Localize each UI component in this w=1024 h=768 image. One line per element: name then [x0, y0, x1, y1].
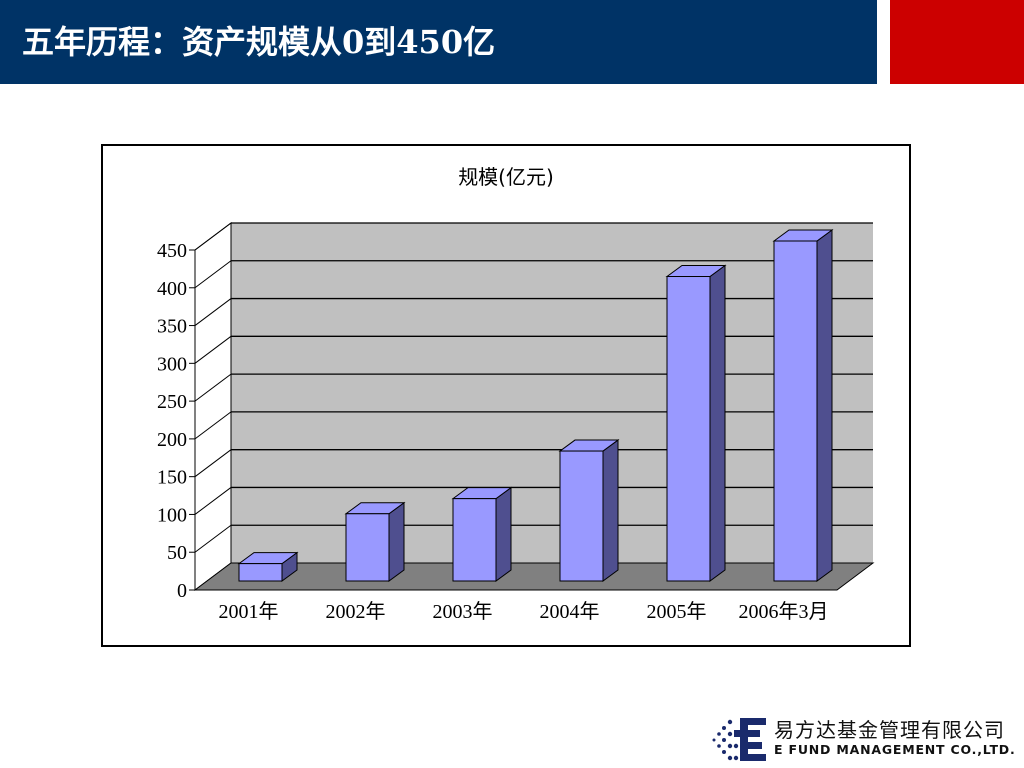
page-title-prefix: 五年历程： [22, 23, 183, 61]
y-tick-label: 0 [177, 580, 187, 602]
y-tick-label: 350 [157, 316, 187, 338]
bar-side [388, 501, 405, 582]
x-tick-label: 2002年 [326, 600, 386, 623]
bar-side [602, 439, 619, 582]
y-tick-label: 250 [157, 391, 187, 413]
chart-title: 规模(亿元) [458, 165, 554, 189]
logo-company-name-cn: 易方达基金管理有限公司 [774, 718, 1005, 742]
x-tick-label: 2003年 [433, 600, 493, 623]
gridline-side [194, 335, 232, 364]
y-tick-label: 200 [157, 429, 187, 451]
bar-side [495, 486, 512, 582]
header-bar: 五年历程：资产规模从0到450亿 [0, 0, 877, 84]
bar [559, 450, 604, 582]
gridline-side [194, 298, 232, 326]
plot-back-wall [231, 223, 873, 563]
y-tick-label: 150 [157, 467, 187, 489]
page-title: 五年历程：资产规模从0到450亿 [22, 18, 495, 66]
y-tick-label: 300 [157, 353, 187, 375]
gridline-side [194, 222, 232, 251]
y-tick-label: 450 [157, 240, 187, 262]
bar-side [816, 229, 833, 582]
bar [773, 240, 818, 582]
logo-company-name-en: E FUND MANAGEMENT CO.,LTD. [774, 742, 1016, 757]
gridline-side [194, 524, 232, 553]
bar [666, 276, 711, 582]
efund-logo-icon [712, 718, 766, 761]
y-tick-label: 50 [167, 542, 187, 564]
company-logo: 易方达基金管理有限公司 E FUND MANAGEMENT CO.,LTD. [710, 712, 1024, 768]
x-tick-label: 2004年 [540, 600, 600, 623]
gridline-side [194, 487, 232, 515]
gridline-side [194, 449, 232, 478]
y-tick-label: 400 [157, 278, 187, 300]
bar-chart: 0 50 100 150 200 250 300 350 400 450 2001年 2002年 200… [157, 165, 875, 623]
page-title-text: 资产规模从0到450亿 [182, 23, 496, 61]
red-accent-block [890, 0, 1024, 84]
x-tick-label: 2001年 [219, 600, 279, 623]
gridline-side [194, 260, 232, 289]
plot-side-wall [194, 222, 232, 591]
gridline-side [194, 373, 232, 402]
bar [452, 498, 497, 582]
bar [345, 513, 390, 582]
chart-frame: 0 50 100 150 200 250 300 350 400 450 2001年 2002年 200… [101, 144, 911, 647]
bar [238, 563, 283, 582]
gridline-side [194, 411, 232, 440]
x-tick-label: 2006年3月 [739, 600, 829, 623]
y-tick-label: 100 [157, 504, 187, 526]
bar-side [709, 264, 726, 582]
x-tick-label: 2005年 [647, 600, 707, 623]
